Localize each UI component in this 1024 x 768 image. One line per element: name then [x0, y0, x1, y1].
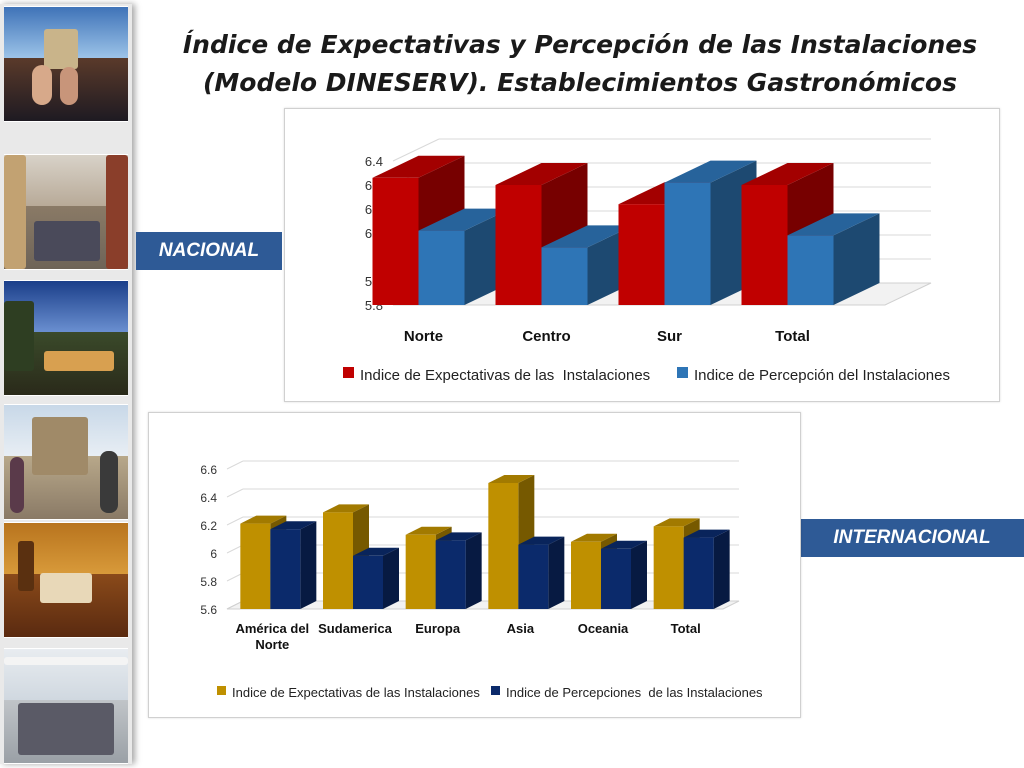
bar-top	[787, 213, 880, 236]
bar-indice-de-percepciones-de-las-instalaciones-4	[601, 548, 631, 609]
bar-indice-de-expectativas-de-las-instalaciones-5	[653, 526, 684, 609]
bar-top	[488, 475, 535, 483]
y-tick-label: 6.2	[200, 519, 217, 533]
title-line-2: (Modelo DINESERV). Establecimientos Gast…	[202, 68, 957, 97]
bar-side	[833, 213, 880, 305]
bar-indice-de-percepciones-de-las-instalaciones-1	[353, 555, 383, 609]
gridline-side	[226, 516, 244, 526]
nacional-chart: 6.46.36.26.165.95.8NorteCentroSurTotalIn…	[284, 108, 1000, 402]
bar-top	[405, 526, 452, 535]
bar-indice-de-expectativas-de-las-instalaciones-0	[372, 177, 419, 305]
bar-top	[418, 208, 511, 231]
x-category-label: Europa	[415, 621, 461, 636]
internacional-label: INTERNACIONAL	[800, 519, 1024, 557]
bar-indice-de-percepciones-de-las-instalaciones-5	[683, 537, 714, 609]
bar-indice-de-expectativas-de-las-instalaciones-2	[405, 534, 436, 609]
internacional-chart: 6.6 6.4 6.2 6 5.8 5.6 América del Norte Sudameri…	[148, 412, 801, 718]
bar-indice-de-percepci-n-del-instalaciones-0	[418, 230, 465, 305]
bar-top	[601, 540, 647, 549]
nacional-label: NACIONAL	[136, 232, 282, 270]
bar-indice-de-expectativas-de-las-instalaciones-1	[495, 185, 542, 305]
bar-top	[372, 155, 465, 178]
bar-indice-de-expectativas-de-las-instalaciones-1	[323, 512, 353, 609]
bar-top	[541, 225, 634, 248]
bar-indice-de-percepciones-de-las-instalaciones-0	[270, 529, 301, 609]
photo-cathedral-pool	[4, 6, 128, 122]
x-category-label: Sur	[657, 328, 682, 345]
gridline-side	[226, 488, 244, 498]
y-tick-label: 5.8	[200, 575, 217, 589]
gridline-side	[226, 460, 244, 470]
bar-top	[571, 533, 617, 542]
gridline-side	[226, 544, 244, 554]
bar-top	[518, 536, 565, 545]
legend-swatch	[217, 686, 226, 695]
bar-top	[270, 521, 317, 530]
y-tick-label: 5.6	[200, 603, 217, 617]
bar-top	[435, 532, 482, 541]
x-category-label: Total	[775, 328, 810, 345]
x-category-label: Centro	[522, 328, 570, 345]
gridline-side	[226, 572, 244, 582]
y-tick-label: 6	[210, 547, 217, 561]
y-tick-label: 6.4	[200, 491, 217, 505]
y-tick-label: 6.6	[200, 463, 217, 477]
bar-top	[240, 515, 287, 524]
legend-label: Indice de Percepciones de las Instalacio…	[506, 685, 763, 700]
bar-side	[300, 521, 317, 609]
photo-dusk-terrace	[4, 280, 128, 396]
legend-label: Indice de Percepción del Instalaciones	[694, 367, 950, 384]
bar-side	[548, 536, 565, 609]
bar-indice-de-expectativas-de-las-instalaciones-0	[240, 523, 271, 609]
x-category-label: Norte	[255, 637, 289, 652]
x-category-label: América del	[235, 621, 309, 636]
bar-indice-de-percepci-n-del-instalaciones-1	[541, 247, 588, 305]
photo-airport-crowd	[4, 648, 128, 764]
x-category-label: Asia	[507, 621, 535, 636]
bar-indice-de-expectativas-de-las-instalaciones-4	[571, 541, 601, 609]
page-title: Índice de Expectativas y Percepción de l…	[140, 26, 1020, 102]
bar-indice-de-expectativas-de-las-instalaciones-3	[741, 185, 788, 305]
bar-indice-de-expectativas-de-las-instalaciones-3	[488, 483, 519, 609]
bar-indice-de-percepciones-de-las-instalaciones-3	[518, 544, 549, 609]
photo-street-crowd	[4, 154, 128, 270]
bar-top	[353, 547, 399, 556]
legend-label: Indice de Expectativas de las Instalacio…	[360, 367, 650, 384]
x-category-label: Sudamerica	[318, 621, 392, 636]
bar-side	[713, 529, 730, 609]
photo-church-tourists	[4, 404, 128, 520]
y-tick-label: 6.4	[365, 154, 383, 169]
bar-side	[631, 540, 647, 609]
bar-indice-de-expectativas-de-las-instalaciones-2	[618, 204, 665, 305]
bar-top	[323, 504, 369, 513]
nacional-chart-svg: 6.46.36.26.165.95.8NorteCentroSurTotalIn…	[343, 138, 950, 384]
bar-top	[683, 529, 730, 538]
photo-strip	[0, 4, 132, 764]
bar-indice-de-percepci-n-del-instalaciones-3	[787, 235, 834, 305]
title-line-1: Índice de Expectativas y Percepción de l…	[182, 30, 978, 59]
bar-indice-de-percepci-n-del-instalaciones-2	[664, 182, 711, 305]
bar-side	[383, 547, 399, 609]
bar-top	[495, 163, 588, 185]
bar-indice-de-percepciones-de-las-instalaciones-2	[435, 540, 466, 609]
bar-top	[653, 518, 700, 527]
x-category-label: Norte	[404, 328, 443, 345]
legend-swatch	[677, 367, 688, 378]
legend-swatch	[491, 686, 500, 695]
x-category-label: Total	[671, 621, 701, 636]
x-category-label: Oceania	[578, 621, 629, 636]
gridline-side	[392, 138, 440, 162]
bar-top	[741, 163, 834, 185]
bar-top	[664, 160, 757, 183]
bar-side	[465, 532, 482, 609]
legend-swatch	[343, 367, 354, 378]
legend-label: Indice de Expectativas de las Instalacio…	[232, 685, 480, 700]
photo-hotel-room	[4, 522, 128, 638]
